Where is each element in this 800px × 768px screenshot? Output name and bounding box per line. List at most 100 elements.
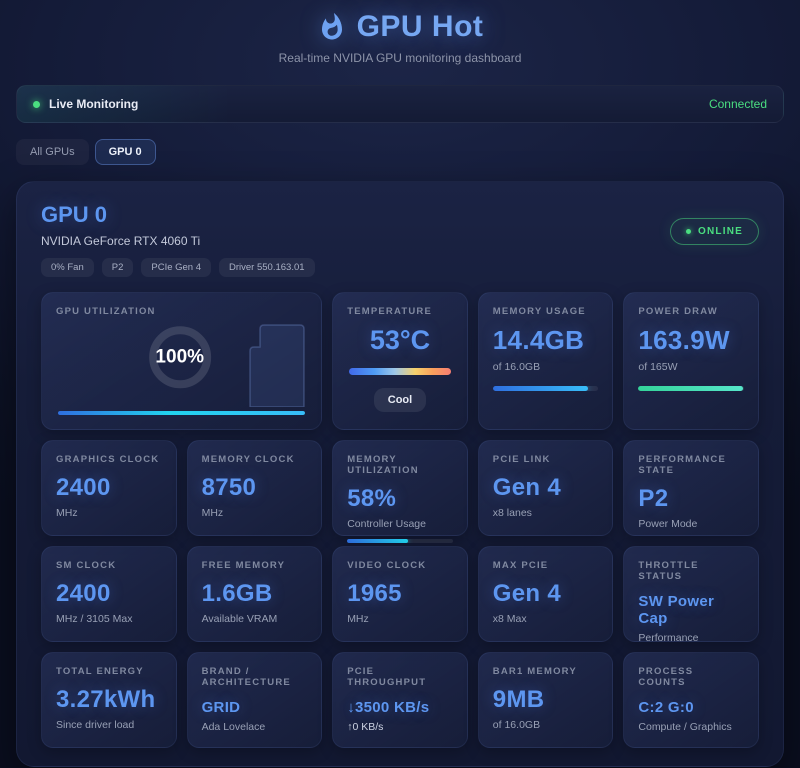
app-title: GPU Hot xyxy=(356,10,484,43)
stat-card-video-clock: VIDEO CLOCK 1965 MHz xyxy=(332,546,468,642)
stat-label: PCIE THROUGHPUT xyxy=(347,666,427,688)
gpu-badge-fan: 0% Fan xyxy=(41,258,94,277)
card-memory-usage: MEMORY USAGE 14.4GB of 16.0GB xyxy=(477,292,614,430)
temperature-gradient-bar xyxy=(349,368,451,375)
stat-label: THROTTLE STATUS xyxy=(638,560,699,582)
stat-value: C:2 G:0 xyxy=(638,699,694,716)
utilization-donut: 100% xyxy=(148,326,211,389)
memory-usage-label: MEMORY USAGE xyxy=(492,306,586,317)
stat-card-performance-state: PERFORMANCE STATE P2 Power Mode xyxy=(623,440,759,536)
stat-sub: Power Mode xyxy=(638,518,698,530)
gpu-tabs: All GPUs GPU 0 xyxy=(16,139,784,165)
stat-sub: MHz xyxy=(56,507,78,519)
memory-usage-sub: of 16.0GB xyxy=(492,361,541,373)
card-power-draw: POWER DRAW 163.9W of 165W xyxy=(623,292,759,430)
temperature-status-badge: Cool xyxy=(373,388,427,412)
stat-value: 2400 xyxy=(56,580,111,607)
stat-card-total-energy: TOTAL ENERGY 3.27kWh Since driver load xyxy=(41,652,177,748)
utilization-sparkline xyxy=(249,324,305,407)
power-draw-label: POWER DRAW xyxy=(638,306,718,317)
stat-card-pcie-link: PCIE LINK Gen 4 x8 lanes xyxy=(477,440,614,536)
memory-progress-bar xyxy=(492,386,599,391)
stat-sub: x8 Max xyxy=(492,613,527,625)
app-header: GPU Hot Real-time NVIDIA GPU monitoring … xyxy=(16,0,784,65)
stat-label: PCIE LINK xyxy=(492,454,551,465)
stat-label: PROCESS COUNTS xyxy=(638,666,694,688)
stat-value: 3.27kWh xyxy=(56,686,156,713)
stat-value: Gen 4 xyxy=(492,474,561,501)
stat-sub: Since driver load xyxy=(56,719,135,731)
utilization-progress-bar xyxy=(58,411,306,415)
metrics-grid: GPU UTILIZATION 100% TEMPERATURE 53°C Co… xyxy=(41,292,759,748)
stat-sub: of 16.0GB xyxy=(492,719,541,731)
online-badge: ONLINE xyxy=(670,218,759,245)
gpu-badge-pcie: PCIe Gen 4 xyxy=(141,258,212,277)
stat-value: P2 xyxy=(638,485,669,512)
gpu-badge-driver: Driver 550.163.01 xyxy=(219,258,315,277)
stat-value: 2400 xyxy=(56,474,111,501)
stat-card-brand-architecture: BRAND / ARCHITECTURE GRID Ada Lovelace xyxy=(186,652,323,748)
stat-label: GRAPHICS CLOCK xyxy=(56,454,160,465)
stat-value: 1.6GB xyxy=(201,580,273,607)
stat-value: 9MB xyxy=(492,686,545,713)
tab-gpu-0[interactable]: GPU 0 xyxy=(94,139,156,165)
app-subtitle: Real-time NVIDIA GPU monitoring dashboar… xyxy=(278,51,522,65)
stat-card-max-pcie: MAX PCIE Gen 4 x8 Max xyxy=(477,546,614,642)
card-gpu-utilization: GPU UTILIZATION 100% xyxy=(41,292,323,430)
stat-sub: Ada Lovelace xyxy=(201,721,266,733)
live-monitoring-bar: Live Monitoring Connected xyxy=(16,85,784,123)
stat-card-memory-clock: MEMORY CLOCK 8750 MHz xyxy=(186,440,323,536)
stat-label: TOTAL ENERGY xyxy=(56,666,144,677)
tab-all-gpus[interactable]: All GPUs xyxy=(16,139,89,165)
connection-status: Connected xyxy=(708,97,767,111)
stat-value: ↓3500 KB/s xyxy=(347,699,430,716)
stat-sub: Performance xyxy=(638,632,699,644)
stat-sub: MHz xyxy=(347,613,369,625)
stat-label: VIDEO CLOCK xyxy=(347,560,427,571)
stat-sub: ↑0 KB/s xyxy=(347,721,384,733)
stat-card-graphics-clock: GRAPHICS CLOCK 2400 MHz xyxy=(41,440,177,536)
memory-usage-value: 14.4GB xyxy=(492,325,585,355)
stat-value: GRID xyxy=(201,699,241,716)
flame-icon xyxy=(321,12,342,40)
stat-card-bar1-memory: BAR1 MEMORY 9MB of 16.0GB xyxy=(477,652,614,748)
stat-sub: Controller Usage xyxy=(347,518,426,530)
online-dot-icon xyxy=(686,229,692,234)
stat-label: MEMORY UTILIZATION xyxy=(347,454,419,476)
online-label: ONLINE xyxy=(698,226,743,237)
stat-card-sm-clock: SM CLOCK 2400 MHz / 3105 Max xyxy=(41,546,177,642)
stat-sub: Available VRAM xyxy=(201,613,278,625)
gpu-utilization-label: GPU UTILIZATION xyxy=(56,306,156,317)
stat-value: Gen 4 xyxy=(492,580,561,607)
stat-label: BRAND / ARCHITECTURE xyxy=(201,666,291,688)
stat-label: MEMORY CLOCK xyxy=(201,454,295,465)
stat-value: SW Power Cap xyxy=(638,593,715,627)
power-draw-value: 163.9W xyxy=(638,325,730,355)
temperature-label: TEMPERATURE xyxy=(347,306,432,317)
live-monitoring-label: Live Monitoring xyxy=(49,97,139,111)
utilization-value: 100% xyxy=(155,346,205,368)
stat-value: 8750 xyxy=(201,474,257,501)
temperature-value: 53°C xyxy=(369,325,431,355)
gpu-badges: 0% Fan P2 PCIe Gen 4 Driver 550.163.01 xyxy=(41,258,315,277)
stat-card-throttle-status: THROTTLE STATUS SW Power Cap Performance xyxy=(623,546,759,644)
stat-label: PERFORMANCE STATE xyxy=(638,454,727,476)
stat-card-process-counts: PROCESS COUNTS C:2 G:0 Compute / Graphic… xyxy=(623,652,759,748)
gpu-badge-pstate: P2 xyxy=(101,258,134,277)
card-temperature: TEMPERATURE 53°C Cool xyxy=(332,292,468,430)
stat-label: FREE MEMORY xyxy=(201,560,286,571)
memory-util-progress-bar xyxy=(347,539,453,543)
stat-value: 1965 xyxy=(347,580,402,607)
stat-card-pcie-throughput: PCIE THROUGHPUT ↓3500 KB/s ↑0 KB/s xyxy=(332,652,468,748)
stat-sub: x8 lanes xyxy=(492,507,532,519)
stat-label: SM CLOCK xyxy=(56,560,117,571)
stat-value: 58% xyxy=(347,485,397,512)
stat-label: MAX PCIE xyxy=(492,560,549,571)
power-progress-bar xyxy=(638,386,744,391)
stat-sub: Compute / Graphics xyxy=(638,721,732,733)
stat-sub: MHz xyxy=(201,507,224,519)
stat-card-free-memory: FREE MEMORY 1.6GB Available VRAM xyxy=(186,546,323,642)
live-dot-icon xyxy=(33,100,40,108)
stat-card-memory-utilization: MEMORY UTILIZATION 58% Controller Usage xyxy=(332,440,468,543)
